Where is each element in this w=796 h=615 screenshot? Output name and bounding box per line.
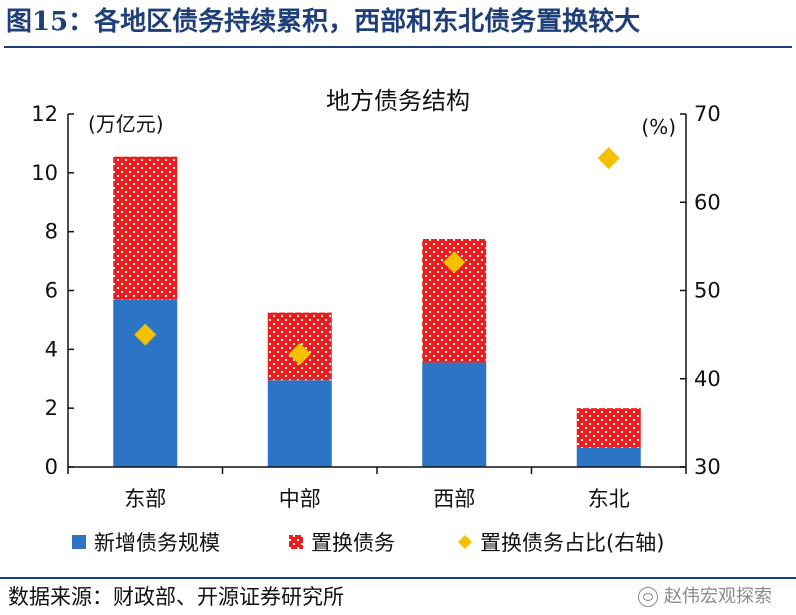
- wechat-icon: [638, 587, 658, 607]
- title-divider: [4, 46, 792, 48]
- ratio-markers-layer: [134, 147, 620, 366]
- left-tick-label: 0: [45, 455, 58, 479]
- left-tick-label: 10: [31, 161, 58, 185]
- right-tick-label: 60: [694, 190, 721, 214]
- right-axis-unit-label: (%): [641, 115, 676, 139]
- bar-new-debt-3: [422, 362, 487, 467]
- source-divider: [0, 577, 796, 579]
- left-axis-unit-label: (万亿元): [88, 112, 164, 136]
- right-tick-label: 30: [694, 455, 721, 479]
- chart-title: 地方债务结构: [326, 87, 470, 115]
- ratio-marker-1: [134, 323, 157, 346]
- x-tick-label: 东部: [124, 487, 166, 511]
- watermark: 赵伟宏观探索: [638, 584, 772, 610]
- legend-label: 置换债务: [311, 531, 395, 555]
- watermark-text: 赵伟宏观探索: [664, 586, 772, 607]
- debt-structure-chart: 地方债务结构 (万亿元) (%) 0 2 4 6 8 10 12 30 40 50 60 70 东部…: [31, 87, 721, 555]
- legend-label: 置换债务占比(右轴): [480, 531, 664, 555]
- right-tick-label: 70: [694, 102, 721, 126]
- ratio-marker-3: [443, 251, 466, 274]
- left-tick-label: 2: [45, 396, 58, 420]
- bar-new-debt-2: [267, 380, 332, 467]
- legend-swatch-swap-ratio: [458, 535, 472, 549]
- bars-layer: [113, 156, 641, 467]
- source-note: 数据来源：财政部、开源证券研究所: [8, 585, 344, 609]
- bar-swap-debt-1: [113, 156, 178, 300]
- left-tick-label: 8: [45, 220, 58, 244]
- x-tick-label: 中部: [279, 487, 321, 511]
- left-tick-label: 4: [45, 337, 58, 361]
- left-tick-label: 6: [45, 279, 58, 303]
- right-tick-label: 40: [694, 367, 721, 391]
- figure-title: 图15：各地区债务持续累积，西部和东北债务置换较大: [6, 7, 641, 37]
- left-axis-ticks: 0 2 4 6 8 10 12: [31, 102, 74, 479]
- legend: 新增债务规模 置换债务 置换债务占比(右轴): [72, 531, 664, 555]
- ratio-marker-2: [288, 343, 311, 366]
- legend-swatch-swap-debt: [289, 535, 303, 549]
- left-tick-label: 12: [31, 102, 58, 126]
- x-axis-ticks: 东部 中部 西部 东北: [67, 467, 687, 511]
- legend-label: 新增债务规模: [94, 531, 220, 555]
- ratio-marker-4: [597, 147, 620, 170]
- x-tick-label: 西部: [433, 487, 475, 511]
- bar-swap-debt-4: [576, 408, 641, 448]
- x-tick-label: 东北: [588, 487, 630, 511]
- right-tick-label: 50: [694, 279, 721, 303]
- bar-new-debt-4: [576, 447, 641, 467]
- right-axis-ticks: 30 40 50 60 70: [680, 102, 721, 479]
- legend-swatch-new-debt: [72, 535, 86, 549]
